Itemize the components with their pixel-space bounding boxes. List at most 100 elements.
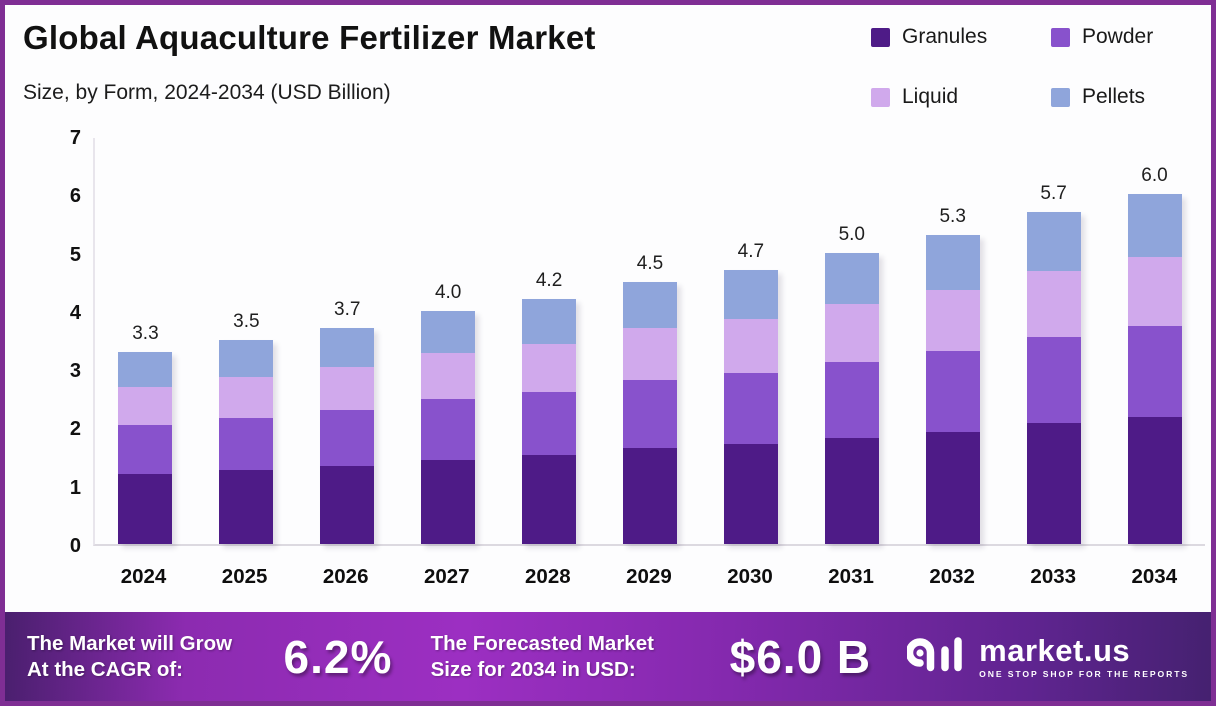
x-label-2033: 2033 xyxy=(1030,565,1077,588)
x-label-2024: 2024 xyxy=(120,565,167,588)
legend-label: Liquid xyxy=(902,85,959,108)
bar-total-label-2033: 5.7 xyxy=(1040,182,1067,204)
bar-2032-liquid-segment xyxy=(925,289,980,352)
bar-group-2031: 5.0 xyxy=(824,138,879,544)
bar-total-label-2027: 4.0 xyxy=(434,281,462,303)
y-tick-3: 3 xyxy=(69,360,81,383)
bar-2032-granules-segment xyxy=(925,431,980,544)
bar-2029 xyxy=(622,281,677,544)
bar-group-2024: 3.3 xyxy=(118,138,173,544)
bar-group-2029: 4.5 xyxy=(622,138,677,544)
x-label-2027: 2027 xyxy=(423,565,470,588)
logo-text: market.us ONE STOP SHOP FOR THE REPORTS xyxy=(979,635,1189,679)
bar-2024-pellets-segment xyxy=(118,351,173,387)
bar-2030-powder-segment xyxy=(723,373,778,445)
y-tick-0: 0 xyxy=(69,535,81,557)
x-label-2025: 2025 xyxy=(221,565,268,588)
bar-2034-pellets-segment xyxy=(1127,194,1182,257)
bar-2028 xyxy=(522,299,577,544)
bar-total-label-2032: 5.3 xyxy=(939,206,966,228)
bar-2028-pellets-segment xyxy=(522,299,577,344)
bar-total-label-2034: 6.0 xyxy=(1141,165,1168,187)
bar-total-label-2029: 4.5 xyxy=(636,252,664,274)
legend-swatch-icon xyxy=(871,87,890,107)
bar-group-2033: 5.7 xyxy=(1026,138,1081,544)
bar-2030-pellets-segment xyxy=(723,270,778,320)
legend-item-powder: Powder xyxy=(1051,25,1183,49)
bar-group-2025: 3.5 xyxy=(219,138,274,544)
bar-2029-powder-segment xyxy=(622,380,677,449)
bar-2033-powder-segment xyxy=(1026,336,1081,423)
bar-2026 xyxy=(320,328,375,544)
bar-2025 xyxy=(219,340,274,544)
bar-2027-liquid-segment xyxy=(421,352,476,399)
bar-2025-pellets-segment xyxy=(219,340,274,378)
plot-area: 3.3 3.5 3.7 4.0 4.2 4.5 4.7 5.0 5.3 5.7 6.0 xyxy=(93,138,1205,546)
bar-2026-pellets-segment xyxy=(320,328,375,368)
marketus-logo: market.us ONE STOP SHOP FOR THE REPORTS xyxy=(905,629,1189,684)
x-label-2031: 2031 xyxy=(828,565,874,588)
marketus-swirl-icon xyxy=(905,629,969,684)
bar-2024 xyxy=(118,351,173,544)
legend-swatch-icon xyxy=(1051,27,1070,47)
legend-item-liquid: Liquid xyxy=(871,85,1043,109)
bar-group-2032: 5.3 xyxy=(925,138,980,544)
bar-2030-granules-segment xyxy=(723,444,778,544)
bar-2026-powder-segment xyxy=(320,409,375,466)
legend-item-granules: Granules xyxy=(871,25,1043,49)
bar-total-label-2025: 3.5 xyxy=(233,311,260,333)
bar-group-2030: 4.7 xyxy=(723,138,778,544)
bar-2033-pellets-segment xyxy=(1026,211,1081,271)
bar-2034-powder-segment xyxy=(1127,326,1182,417)
bar-2031 xyxy=(824,252,879,544)
cagr-label: The Market will Grow At the CAGR of: xyxy=(27,631,233,681)
y-tick-2: 2 xyxy=(69,418,81,441)
bar-group-2027: 4.0 xyxy=(421,138,476,544)
bar-total-label-2030: 4.7 xyxy=(737,241,765,263)
x-label-2030: 2030 xyxy=(727,565,773,588)
x-label-2028: 2028 xyxy=(525,565,571,588)
x-label-2026: 2026 xyxy=(322,565,369,588)
bar-total-label-2028: 4.2 xyxy=(535,270,563,292)
bar-2032-powder-segment xyxy=(925,351,980,432)
bar-2026-liquid-segment xyxy=(320,367,375,410)
x-label-2029: 2029 xyxy=(626,565,672,588)
legend-swatch-icon xyxy=(1051,87,1070,107)
bar-2031-liquid-segment xyxy=(824,304,879,363)
bar-2029-pellets-segment xyxy=(622,281,677,329)
page-title: Global Aquaculture Fertilizer Market xyxy=(23,19,596,56)
bar-2034 xyxy=(1127,194,1182,544)
bar-2029-granules-segment xyxy=(622,448,677,544)
cagr-value: 6.2% xyxy=(283,630,393,683)
bar-2027-granules-segment xyxy=(421,459,476,544)
bar-2024-powder-segment xyxy=(118,424,173,475)
bar-2033 xyxy=(1026,211,1081,544)
forecast-value: $6.0 B xyxy=(729,630,872,683)
bar-2025-liquid-segment xyxy=(219,377,274,418)
bar-2025-powder-segment xyxy=(219,417,274,470)
bar-2033-liquid-segment xyxy=(1026,270,1081,337)
bar-2028-liquid-segment xyxy=(522,343,577,392)
bar-2031-powder-segment xyxy=(824,362,879,438)
bar-2030-liquid-segment xyxy=(723,319,778,374)
bar-2028-powder-segment xyxy=(522,391,577,456)
x-axis-labels: 2024 2025 2026 2027 2028 2029 2030 2031 2032 2033… xyxy=(93,565,1205,589)
bar-2029-liquid-segment xyxy=(622,328,677,381)
bar-2034-liquid-segment xyxy=(1127,256,1182,327)
bar-total-label-2026: 3.7 xyxy=(334,299,361,321)
bar-2034-granules-segment xyxy=(1127,416,1182,544)
bar-2027-powder-segment xyxy=(421,398,476,460)
logo-name: market.us xyxy=(979,632,1131,668)
bar-group-2028: 4.2 xyxy=(522,138,577,544)
legend-label: Granules xyxy=(902,25,988,48)
legend-label: Pellets xyxy=(1082,85,1146,108)
bar-2032-pellets-segment xyxy=(925,235,980,290)
bar-2024-granules-segment xyxy=(118,474,173,544)
bar-group-2034: 6.0 xyxy=(1127,138,1182,544)
page-subtitle: Size, by Form, 2024-2034 (USD Billion) xyxy=(23,81,391,104)
legend-item-pellets: Pellets xyxy=(1051,85,1183,109)
legend: Granules Powder Liquid Pellets xyxy=(871,25,1183,109)
y-tick-1: 1 xyxy=(69,476,81,499)
y-tick-4: 4 xyxy=(69,301,81,324)
